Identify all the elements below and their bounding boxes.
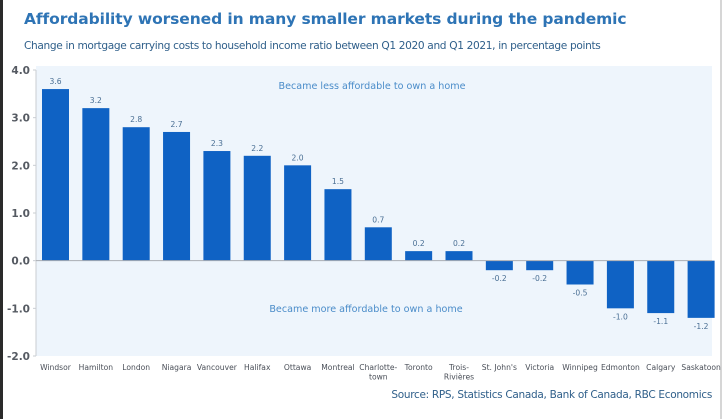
data-label: -0.2 bbox=[532, 274, 547, 283]
y-tick-label: -2.0 bbox=[7, 351, 30, 363]
data-label: 0.2 bbox=[453, 239, 465, 248]
chart-subtitle: Change in mortgage carrying costs to hou… bbox=[24, 40, 601, 52]
y-tick-label: 2.0 bbox=[11, 160, 30, 172]
data-label: -1.2 bbox=[694, 322, 709, 331]
window-left-edge bbox=[0, 0, 3, 419]
x-tick-label: Windsor bbox=[40, 363, 72, 372]
bar bbox=[42, 89, 69, 261]
bar bbox=[606, 260, 634, 309]
source-note: Source: RPS, Statistics Canada, Bank of … bbox=[391, 389, 712, 401]
data-label: -0.5 bbox=[573, 289, 588, 298]
x-tick-label: Halifax bbox=[244, 363, 271, 372]
y-tick-label: -1.0 bbox=[7, 303, 30, 315]
bar bbox=[284, 165, 312, 261]
bar bbox=[364, 227, 392, 261]
x-tick-label: Victoria bbox=[525, 363, 554, 372]
x-tick-label: Winnipeg bbox=[562, 363, 598, 372]
data-label: 2.8 bbox=[130, 115, 142, 124]
bar bbox=[445, 251, 473, 261]
bar bbox=[566, 260, 594, 285]
x-tick-label: Charlotte-town bbox=[359, 363, 397, 382]
data-label: 2.0 bbox=[292, 153, 304, 162]
x-tick-label: St. John's bbox=[482, 363, 517, 372]
y-tick-label: 1.0 bbox=[11, 208, 30, 220]
bar bbox=[82, 108, 110, 261]
bars bbox=[42, 89, 715, 318]
annotation-less-affordable: Became less affordable to own a home bbox=[278, 81, 465, 92]
bar bbox=[122, 127, 150, 261]
value-labels: 3.6 3.2 2.8 2.7 2.3 2.2 2.0 1.5 0.7 0.2 0.2 -0.2 -0.… bbox=[49, 77, 708, 331]
data-label: 2.3 bbox=[211, 139, 223, 148]
x-tick-label: Hamilton bbox=[79, 363, 114, 372]
category-labels: Windsor Hamilton London Niagara Vancouver Hal… bbox=[40, 363, 721, 382]
data-label: 3.2 bbox=[90, 96, 102, 105]
data-label: -1.1 bbox=[653, 317, 668, 326]
data-label: 0.7 bbox=[372, 215, 384, 224]
annotation-more-affordable: Became more affordable to own a home bbox=[269, 304, 462, 315]
x-tick-label: Saskatoon bbox=[681, 363, 721, 372]
y-axis: 4.0 3.0 2.0 1.0 0.0 -1.0 -2.0 bbox=[7, 65, 37, 363]
y-tick-label: 3.0 bbox=[11, 113, 30, 125]
data-label: 2.2 bbox=[251, 144, 263, 153]
x-tick-label: Vancouver bbox=[197, 363, 238, 372]
x-tick-label: Ottawa bbox=[284, 363, 311, 372]
data-label: 3.6 bbox=[49, 77, 61, 86]
bar bbox=[243, 155, 271, 261]
bar bbox=[324, 189, 352, 261]
x-tick-label: Trois-Rivières bbox=[444, 363, 474, 382]
bar bbox=[163, 131, 191, 261]
x-tick-label: London bbox=[122, 363, 150, 372]
data-label: 1.5 bbox=[332, 177, 344, 186]
bar bbox=[647, 260, 675, 314]
x-tick-label: Toronto bbox=[404, 363, 433, 372]
y-tick-label: 0.0 bbox=[11, 256, 30, 268]
data-label: -0.2 bbox=[492, 274, 507, 283]
chart-title: Affordability worsened in many smaller m… bbox=[24, 10, 627, 28]
bar bbox=[687, 260, 715, 318]
bar bbox=[526, 260, 554, 271]
x-tick-label: Montreal bbox=[321, 363, 354, 372]
data-label: -1.0 bbox=[613, 312, 628, 321]
data-label: 2.7 bbox=[171, 120, 183, 129]
x-tick-label: Calgary bbox=[646, 363, 676, 372]
bar bbox=[405, 251, 433, 261]
window-right-edge bbox=[720, 0, 722, 419]
y-tick-label: 4.0 bbox=[11, 65, 30, 77]
bar bbox=[203, 151, 231, 261]
x-tick-label: Edmonton bbox=[601, 363, 640, 372]
x-tick-label: Niagara bbox=[162, 363, 192, 372]
bar bbox=[485, 260, 513, 271]
data-label: 0.2 bbox=[413, 239, 425, 248]
